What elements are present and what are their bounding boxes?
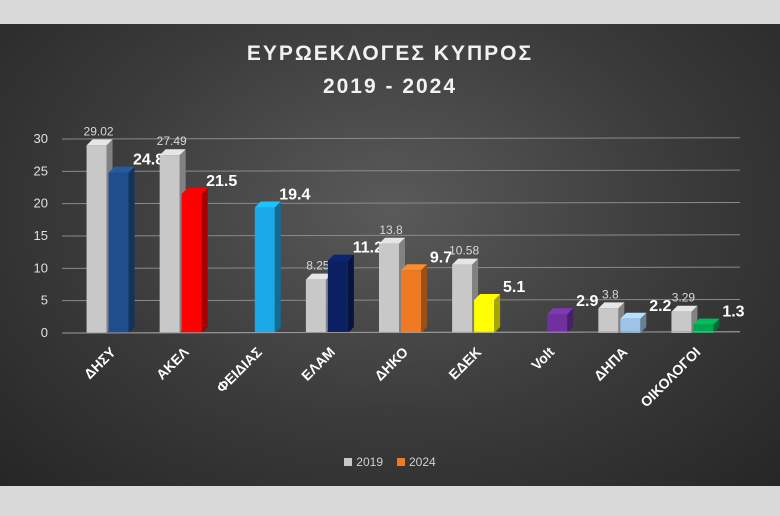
x-tick-label: ΔΗΠΑ <box>591 344 631 384</box>
x-tick-label: ΦΕΙΔΙΑΣ <box>213 344 265 396</box>
bar-2019-top <box>379 237 405 244</box>
bar-2024 <box>181 193 202 333</box>
bar-2024-side <box>713 318 720 333</box>
bar-2024-side <box>347 254 354 333</box>
bar-2019-top <box>598 302 625 309</box>
bar-2024-top <box>547 308 574 315</box>
data-label-2024: 24.8 <box>133 152 164 169</box>
bar-2024-side <box>640 312 647 333</box>
bar-2024-top <box>693 318 720 325</box>
bar-2024-top <box>620 312 647 319</box>
bar-2024-side <box>567 308 574 333</box>
x-tick-label: ΕΛΑΜ <box>298 344 338 384</box>
bar-2024-top <box>254 201 281 208</box>
bar-2024-top <box>327 254 354 261</box>
y-tick-label: 15 <box>34 228 48 243</box>
bar-2024 <box>474 300 495 333</box>
bar-2024-top <box>181 187 208 194</box>
bar-2024-top <box>108 166 135 173</box>
bar-2024-side <box>128 166 135 333</box>
bar-2019 <box>671 311 692 333</box>
bar-2024-side <box>494 294 501 333</box>
x-axis-line <box>61 331 741 334</box>
bar-2024-top <box>401 264 427 271</box>
data-label-2019: 3.8 <box>602 287 619 301</box>
data-label-2024: 2.9 <box>576 293 598 310</box>
y-tick-label: 25 <box>34 163 48 178</box>
bar-2024 <box>327 260 348 333</box>
data-label-2019: 13.8 <box>379 223 403 237</box>
data-label-2019: 29.02 <box>84 124 114 138</box>
bar-2024 <box>693 324 714 333</box>
gridline <box>61 137 741 140</box>
x-tick-label: Volt <box>528 344 558 374</box>
data-label-2024: 9.7 <box>430 249 452 266</box>
legend-item-2019: 2019 <box>344 455 383 469</box>
x-tick-label: ΕΔΕΚ <box>445 344 484 383</box>
bar-2024-top <box>474 294 501 301</box>
bar-2019 <box>379 243 399 333</box>
data-label-2024: 1.3 <box>722 304 744 321</box>
x-tick-label: ΑΚΕΛ <box>153 343 192 382</box>
data-label-2024: 2.2 <box>649 298 671 315</box>
bar-2019-top <box>86 139 113 146</box>
bar-2024 <box>254 207 275 333</box>
legend-label-2024: 2024 <box>409 455 436 469</box>
bar-2019 <box>86 145 107 333</box>
data-label-2024: 11.2 <box>353 240 383 257</box>
legend-swatch-2024 <box>397 458 405 466</box>
bar-2019-top <box>159 149 186 156</box>
bar-2024-side <box>201 187 208 333</box>
y-tick-label: 10 <box>34 260 48 275</box>
x-tick-label: ΔΗΣΥ <box>81 343 120 382</box>
y-tick-label: 20 <box>34 196 48 211</box>
data-label-2019: 27.49 <box>157 134 187 148</box>
bar-2024 <box>620 318 641 333</box>
legend-item-2024: 2024 <box>397 455 436 469</box>
data-label-2019: 3.29 <box>672 291 696 305</box>
bar-2019 <box>598 308 619 333</box>
legend-swatch-2019 <box>344 458 353 466</box>
data-label-2024: 19.4 <box>279 187 310 204</box>
chart-subtitle: 2019 - 2024 <box>322 75 458 98</box>
x-tick-label: ΟΙΚΟΛΟΓΟΙ <box>637 344 703 410</box>
bar-2019 <box>159 155 180 333</box>
bar-2019 <box>452 264 473 333</box>
data-label-2019: 10.58 <box>449 244 479 258</box>
bar-2024 <box>547 314 568 333</box>
y-tick-label: 5 <box>41 293 48 308</box>
data-label-2019: 8.25 <box>306 259 330 273</box>
bar-2019-top <box>452 258 479 265</box>
bar-2019-top <box>305 273 332 280</box>
bar-2019-top <box>671 305 698 312</box>
bar-2024 <box>401 270 421 333</box>
bar-2024-side <box>274 201 281 333</box>
legend-label-2019: 2019 <box>356 455 383 469</box>
chart-title: ΕΥΡΩΕΚΛΟΓΕΣ ΚΥΠΡΟΣ <box>246 42 534 65</box>
y-tick-label: 0 <box>41 325 48 340</box>
y-tick-label: 30 <box>34 131 48 146</box>
bar-2024 <box>108 172 129 333</box>
legend: 2019 2024 <box>0 455 780 469</box>
bar-2019 <box>305 279 326 333</box>
x-tick-label: ΔΗΚΟ <box>371 344 411 384</box>
data-label-2024: 21.5 <box>206 173 237 190</box>
bar-2024-side <box>421 264 427 333</box>
data-label-2024: 5.1 <box>503 279 525 296</box>
